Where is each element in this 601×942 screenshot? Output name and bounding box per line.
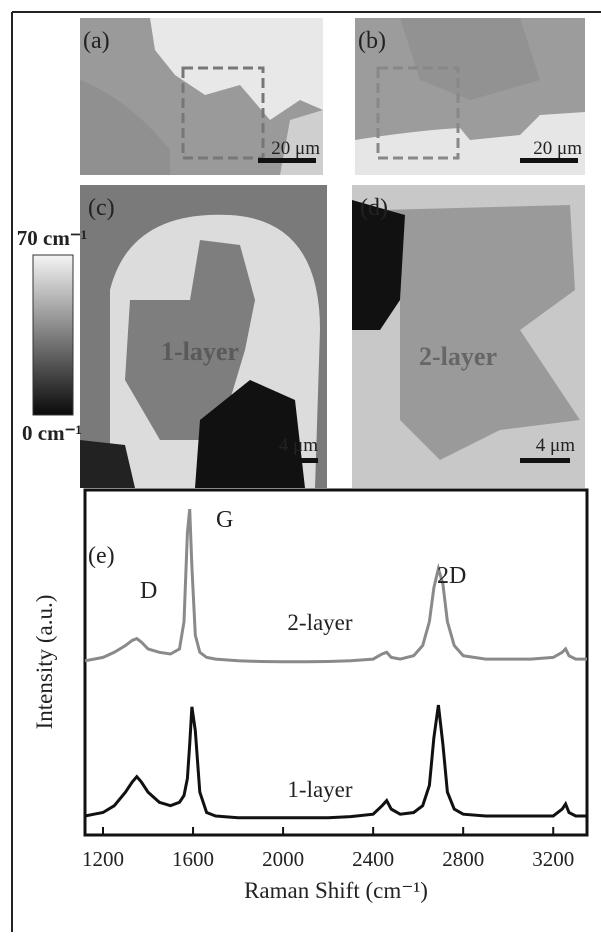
annotation: 2D [437,563,466,589]
series-label: 2-layer [287,610,352,635]
x-tick-label: 2800 [442,847,484,871]
annotation: D [140,578,157,604]
x-tick-label: 1200 [82,847,124,871]
colorbar [32,254,74,416]
colorbar-max: 70 cm⁻¹ [17,226,87,250]
panel-label: (a) [83,28,110,54]
y-axis-label: Intensity (a.u.) [32,595,57,730]
panel-label: (b) [358,28,386,54]
plot-frame [83,488,589,837]
panel-label: (c) [88,195,115,221]
x-tick-label: 2000 [262,847,304,871]
x-tick-label: 1600 [172,847,214,871]
panel-label: (d) [360,195,388,221]
scale-bar-label: 4 μm [536,435,575,456]
scale-bar-label: 20 μm [271,138,320,159]
x-axis-label: Raman Shift (cm⁻¹) [244,878,428,903]
spectrum-line [84,704,587,820]
x-tick-label: 2400 [352,847,394,871]
scale-bar-label: 4 μm [279,435,318,456]
x-tick-label: 3200 [532,847,574,871]
spectrum-line [84,508,587,664]
annotation: G [216,507,233,533]
series-label: 1-layer [287,777,352,802]
region-label: 1-layer [161,337,239,366]
panel-a [80,18,323,175]
panel-d [352,185,585,488]
panel-c [80,185,327,488]
scale-bar-label: 20 μm [533,138,582,159]
panel-b [355,18,585,175]
region-label: 2-layer [419,342,497,371]
annotation: (e) [88,543,115,569]
colorbar-min: 0 cm⁻¹ [22,421,82,445]
